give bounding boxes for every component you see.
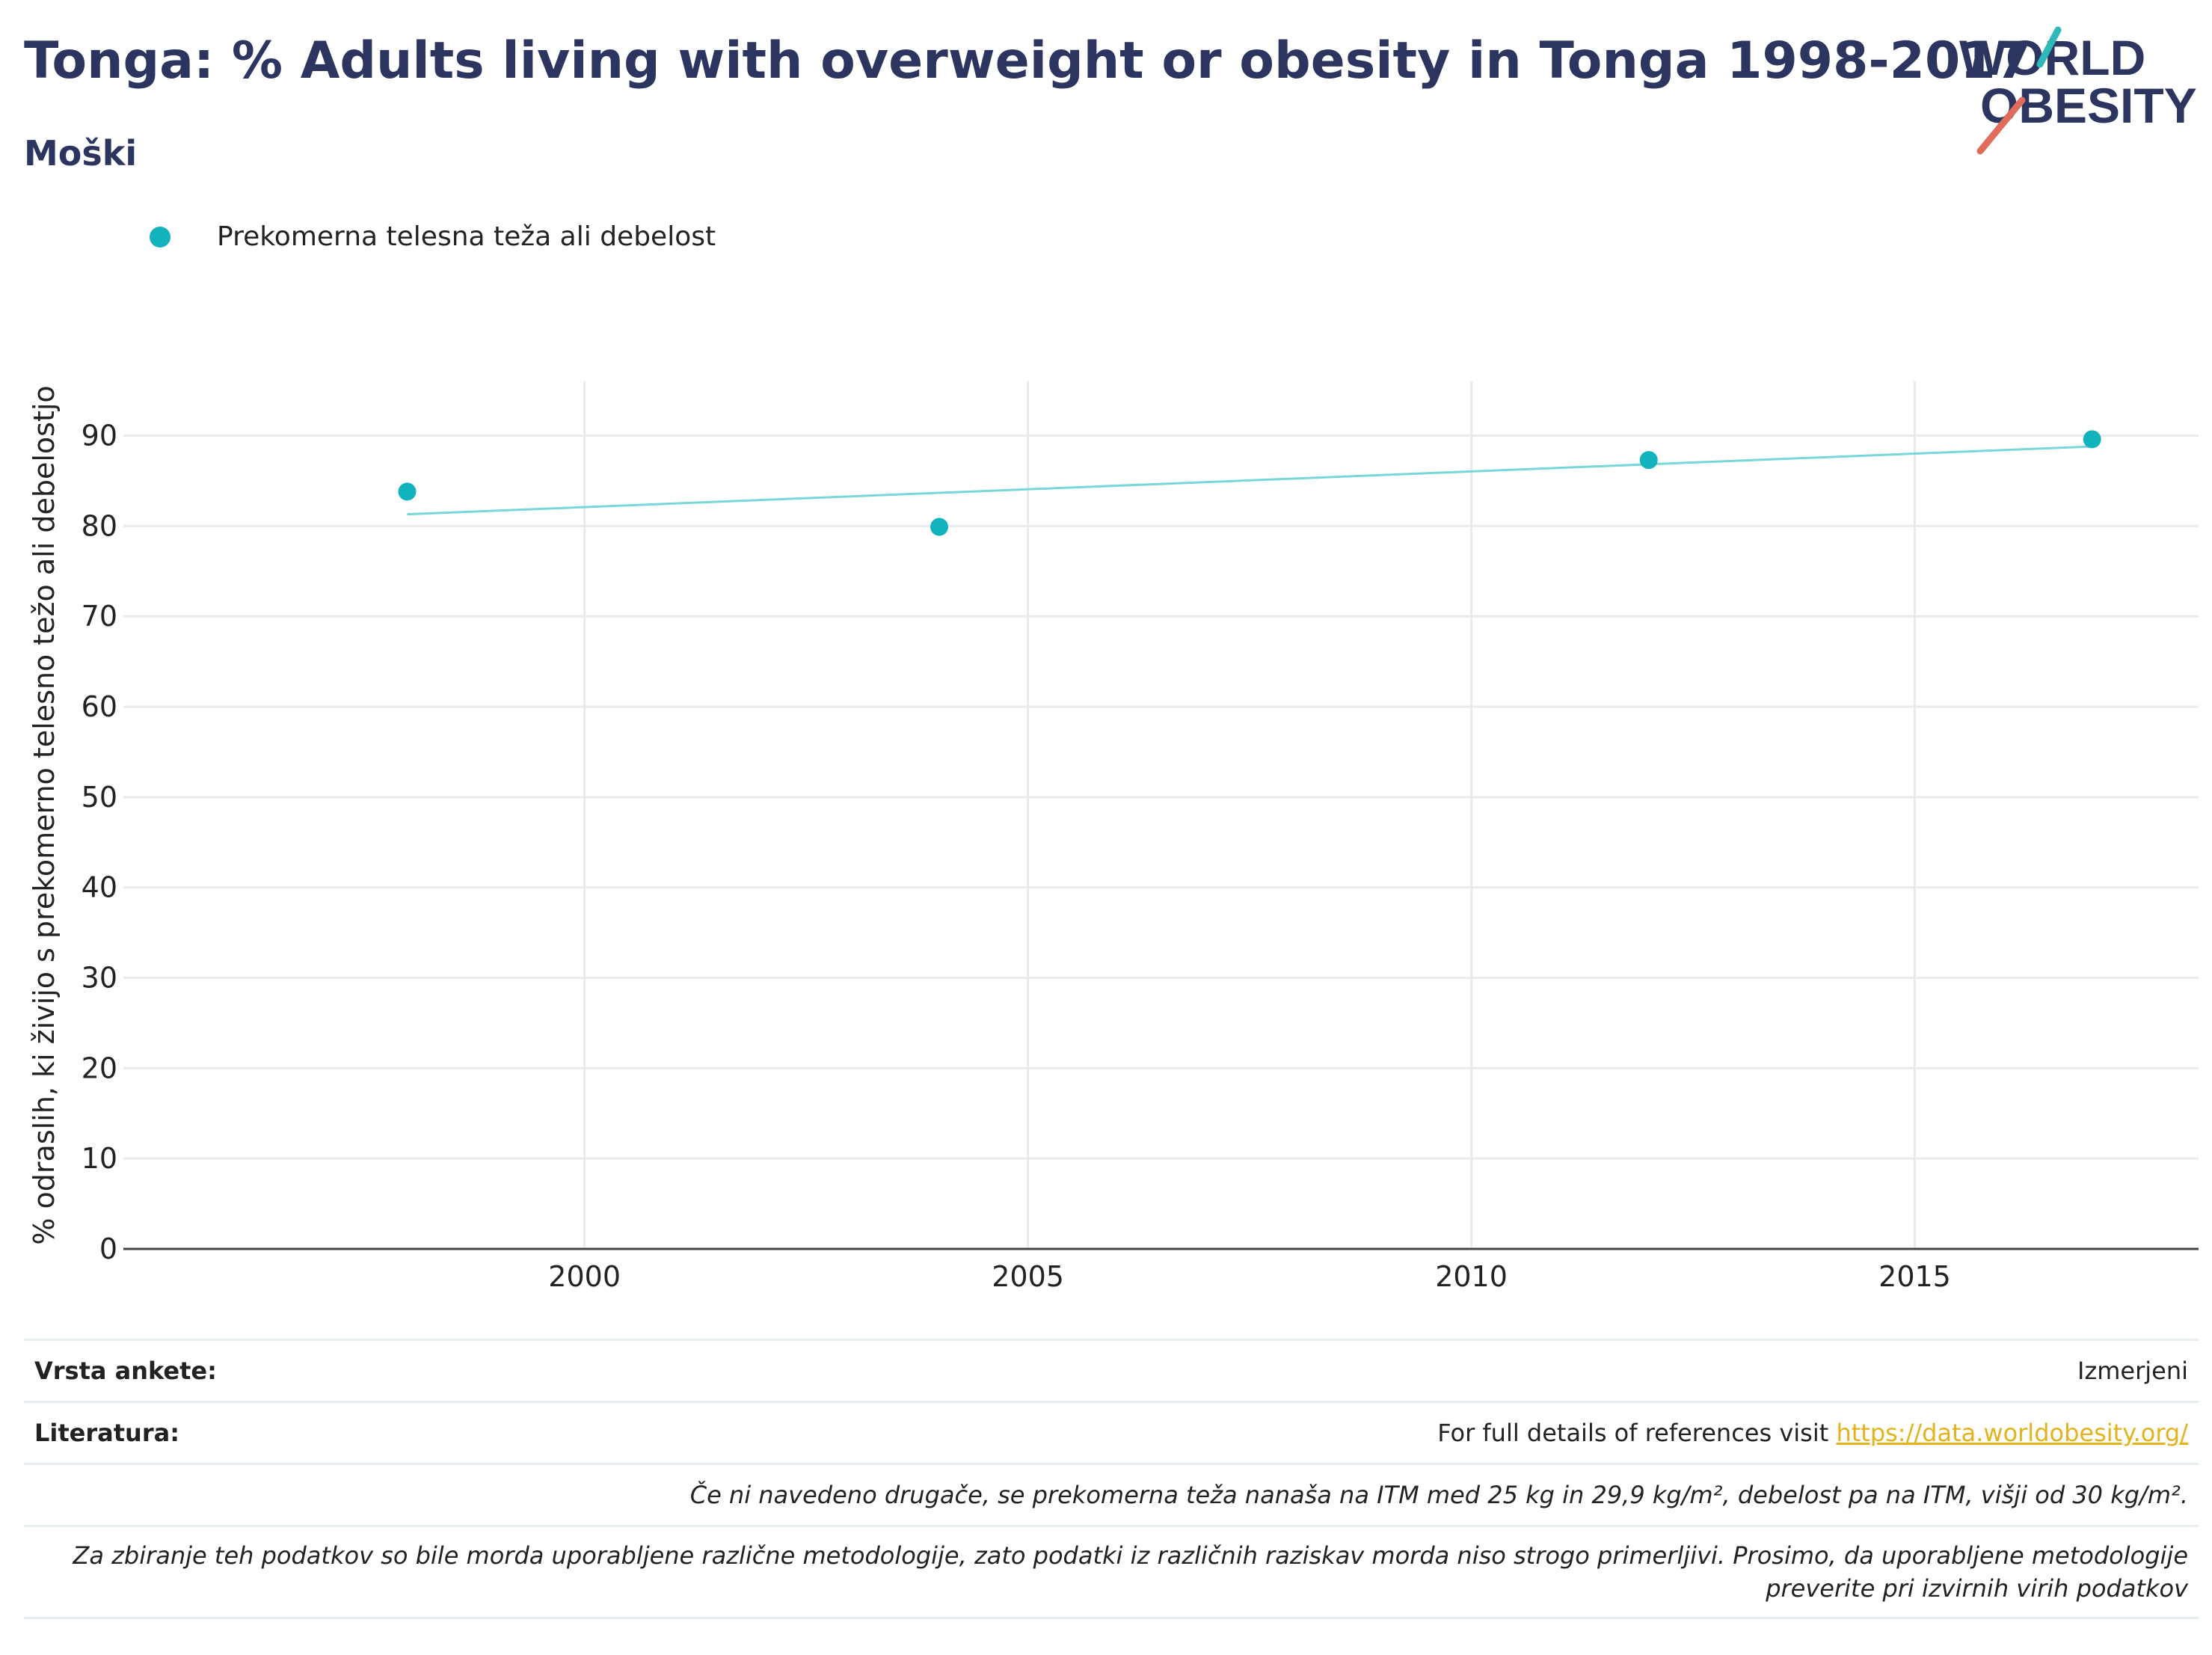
y-tick-label: 60 [82, 690, 117, 723]
definition-note: Če ni navedeno drugače, se prekomerna te… [689, 1481, 2188, 1509]
references-row: Literatura: For full details of referenc… [24, 1401, 2199, 1463]
y-tick-label: 70 [82, 600, 117, 633]
methodology-note: Za zbiranje teh podatkov so bile morda u… [73, 1541, 2188, 1603]
y-tick-label: 90 [82, 420, 117, 452]
y-tick-label: 50 [82, 781, 117, 814]
y-tick-label: 20 [82, 1051, 117, 1084]
world-obesity-logo: WORLD OBESITY [1959, 26, 2197, 155]
references-label: Literatura: [34, 1419, 179, 1447]
definition-note-row: Če ni navedeno drugače, se prekomerna te… [24, 1463, 2199, 1525]
references-link[interactable]: https://data.worldobesity.org/ [1836, 1419, 2188, 1447]
methodology-note-row: Za zbiranje teh podatkov so bile morda u… [24, 1525, 2199, 1619]
x-tick-label: 2010 [1435, 1260, 1508, 1293]
trend-line [407, 445, 2092, 516]
data-point [930, 518, 949, 536]
y-tick-label: 30 [82, 962, 117, 995]
x-tick-label: 2000 [548, 1260, 621, 1293]
y-axis-label: % odraslih, ki živijo s prekomerno teles… [28, 385, 61, 1244]
scatter-chart: 2000 2005 2010 2015 0 10 20 30 40 50 60 70 80 90 % odr… [28, 381, 2199, 1293]
data-point [1639, 451, 1658, 470]
survey-type-label: Vrsta ankete: [34, 1357, 217, 1385]
references-text: For full details of references visit [1437, 1419, 1837, 1447]
y-tick-label: 40 [82, 871, 117, 904]
data-point [398, 482, 417, 501]
chart-footer: Vrsta ankete: Izmerjeni Literatura: For … [24, 1339, 2199, 1619]
y-tick-label: 10 [82, 1142, 117, 1175]
chart-subtitle: Moški [24, 133, 138, 174]
references-value: For full details of references visit htt… [1437, 1419, 2188, 1447]
chart-title: Tonga: % Adults living with overweight o… [24, 31, 2031, 90]
survey-type-value: Izmerjeni [2077, 1357, 2188, 1385]
y-tick-label: 0 [99, 1232, 117, 1265]
x-tick-label: 2005 [992, 1260, 1064, 1293]
survey-type-row: Vrsta ankete: Izmerjeni [24, 1339, 2199, 1401]
x-tick-label: 2015 [1878, 1260, 1951, 1293]
y-tick-label: 80 [82, 509, 117, 542]
legend-label: Prekomerna telesna teža ali debelost [217, 221, 716, 252]
legend-marker [150, 226, 170, 248]
data-point [2083, 430, 2101, 449]
chart-legend: Prekomerna telesna teža ali debelost [150, 221, 716, 252]
svg-text:OBESITY: OBESITY [1980, 78, 2197, 133]
